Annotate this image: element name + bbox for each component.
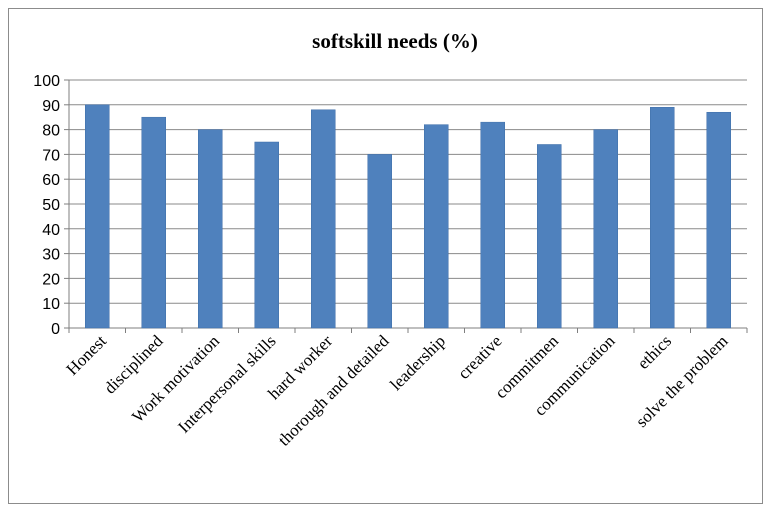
bar-0 [85,104,110,329]
y-tick-label: 100 [33,73,60,90]
y-tick-label: 10 [42,296,60,313]
bar-2 [198,129,223,329]
y-tick-label: 90 [42,98,60,115]
bar-4 [311,109,336,329]
bar-3 [254,141,279,329]
x-tick-label: creative [454,331,505,382]
bar-9 [593,129,618,329]
bars [85,104,731,329]
bar-8 [537,144,562,329]
x-tick-label: thorough and detailed [274,331,393,450]
chart-title: softskill needs (%) [312,29,478,53]
y-tick-label: 50 [42,197,60,214]
y-tick-label: 40 [42,222,60,239]
bar-1 [141,116,166,329]
y-tick-label: 30 [42,247,60,264]
y-tick-label: 20 [42,271,60,288]
bar-5 [367,154,392,329]
y-tick-label: 60 [42,172,60,189]
y-tick-label: 70 [42,147,60,164]
bar-7 [480,121,505,329]
x-tick-label: ethics [634,331,675,372]
x-tick-label: leadership [386,331,449,394]
grid-lines [69,79,747,304]
y-tick-label: 80 [42,123,60,140]
x-tick-label: Honest [63,331,111,379]
bar-11 [706,111,731,329]
y-tick-label: 0 [51,321,60,338]
bar-10 [650,107,675,329]
y-tick-labels: 0 10 20 30 40 50 60 70 80 90 100 [33,73,60,338]
x-tick-label: Interpersonal skills [174,331,279,436]
bar-6 [424,124,449,329]
axes [64,79,748,333]
